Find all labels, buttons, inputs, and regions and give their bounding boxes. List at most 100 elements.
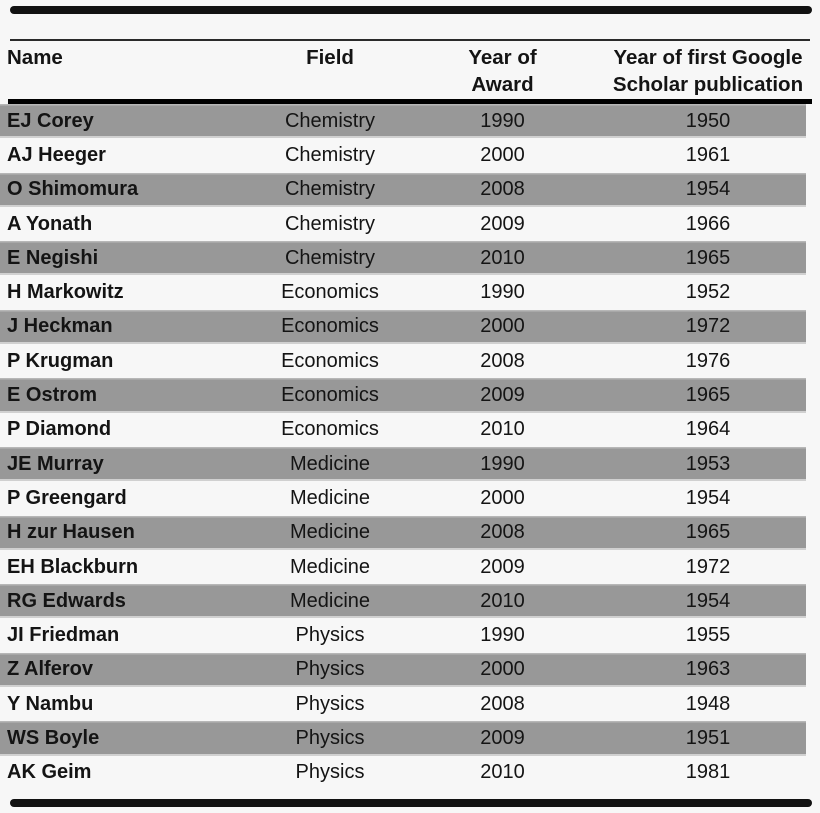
first-publication-year-cell: 1963 <box>685 658 731 681</box>
column-header-line: Name <box>7 46 63 69</box>
laureate-name-cell: Y Nambu <box>7 692 94 715</box>
table-row: E Negishi Chemistry 2010 1965 <box>0 241 806 276</box>
laureate-name-cell: JI Friedman <box>7 624 120 647</box>
table-row: P Krugman Economics 2008 1976 <box>0 344 806 378</box>
first-publication-year-cell: 1965 <box>685 246 731 269</box>
award-year-cell: 2008 <box>480 692 525 715</box>
field-cell: Physics <box>295 624 365 647</box>
laureate-name-cell: AJ Heeger <box>7 143 106 166</box>
laureate-name-cell: P Krugman <box>7 349 114 372</box>
award-year-cell: 1990 <box>480 452 525 475</box>
laureate-name-cell: O Shimomura <box>7 178 139 201</box>
table-top-border-bar <box>10 6 812 14</box>
laureate-name-cell: RG Edwards <box>7 589 126 612</box>
field-cell: Physics <box>295 692 365 715</box>
header-top-rule <box>10 39 810 41</box>
column-header-field: Field <box>240 44 420 98</box>
first-publication-year-cell: 1964 <box>685 418 731 441</box>
field-cell: Medicine <box>289 486 371 509</box>
laureate-name-cell: E Negishi <box>7 246 99 269</box>
first-publication-year-cell: 1976 <box>685 349 731 372</box>
field-cell: Medicine <box>289 452 371 475</box>
award-year-cell: 2010 <box>480 761 525 784</box>
laureate-name-cell: EJ Corey <box>7 109 94 132</box>
field-cell: Chemistry <box>284 178 375 201</box>
first-publication-year-cell: 1955 <box>685 624 731 647</box>
award-year-cell: 2009 <box>480 726 525 749</box>
laureate-name-cell: WS Boyle <box>7 726 100 749</box>
award-year-cell: 1990 <box>480 624 525 647</box>
award-year-cell: 1990 <box>480 281 525 304</box>
laureate-name-cell: EH Blackburn <box>7 555 139 578</box>
award-year-cell: 2008 <box>480 521 525 544</box>
first-publication-year-cell: 1948 <box>685 692 731 715</box>
laureate-name-cell: E Ostrom <box>7 384 98 407</box>
award-year-cell: 2008 <box>480 349 525 372</box>
field-cell: Medicine <box>289 555 371 578</box>
award-year-cell: 1990 <box>480 109 525 132</box>
field-cell: Economics <box>281 349 379 372</box>
table-body: EJ Corey Chemistry 1990 1950 AJ Heeger Chemis… <box>0 104 806 790</box>
award-year-cell: 2008 <box>480 178 525 201</box>
award-year-cell: 2009 <box>480 212 525 235</box>
laureate-name-cell: H Markowitz <box>7 281 124 304</box>
column-header-first-publication: Year of first Google Scholar publication <box>585 44 806 98</box>
table-row: H Markowitz Economics 1990 1952 <box>0 275 806 309</box>
table-row: O Shimomura Chemistry 2008 1954 <box>0 172 806 207</box>
laureate-name-cell: J Heckman <box>7 315 113 338</box>
field-cell: Economics <box>281 281 379 304</box>
field-cell: Medicine <box>289 521 371 544</box>
first-publication-year-cell: 1953 <box>685 452 731 475</box>
table-row: EH Blackburn Medicine 2009 1972 <box>0 550 806 584</box>
award-year-cell: 2000 <box>480 143 525 166</box>
column-header-year-of-award: Year of Award <box>420 44 585 98</box>
field-cell: Chemistry <box>284 143 375 166</box>
field-cell: Physics <box>295 658 365 681</box>
award-year-cell: 2010 <box>480 589 525 612</box>
award-year-cell: 2010 <box>480 246 525 269</box>
first-publication-year-cell: 1951 <box>685 726 731 749</box>
field-cell: Chemistry <box>284 212 375 235</box>
field-cell: Economics <box>281 315 379 338</box>
field-cell: Medicine <box>289 589 371 612</box>
table-row: A Yonath Chemistry 2009 1966 <box>0 207 806 241</box>
laureate-name-cell: AK Geim <box>7 761 92 784</box>
table-bottom-border-bar <box>10 799 812 807</box>
table-header-row: Name Field Year of Award Year of first Go… <box>0 44 806 98</box>
first-publication-year-cell: 1972 <box>685 555 731 578</box>
first-publication-year-cell: 1950 <box>685 109 731 132</box>
table-row: AJ Heeger Chemistry 2000 1961 <box>0 138 806 172</box>
first-publication-year-cell: 1965 <box>685 384 731 407</box>
table-row: AK Geim Physics 2010 1981 <box>0 756 806 790</box>
first-publication-year-cell: 1954 <box>685 178 731 201</box>
award-year-cell: 2000 <box>480 658 525 681</box>
laureate-name-cell: H zur Hausen <box>7 521 135 544</box>
first-publication-year-cell: 1966 <box>685 212 731 235</box>
first-publication-year-cell: 1981 <box>685 761 731 784</box>
column-header-line: Year of first Google <box>613 46 803 69</box>
laureate-name-cell: P Diamond <box>7 418 112 441</box>
award-year-cell: 2010 <box>480 418 525 441</box>
column-header-line: Field <box>306 46 354 69</box>
first-publication-year-cell: 1972 <box>685 315 731 338</box>
column-header-name: Name <box>0 44 240 98</box>
field-cell: Physics <box>295 726 365 749</box>
table-row: RG Edwards Medicine 2010 1954 <box>0 584 806 619</box>
first-publication-year-cell: 1961 <box>685 143 731 166</box>
award-year-cell: 2009 <box>480 555 525 578</box>
award-year-cell: 2000 <box>480 486 525 509</box>
field-cell: Chemistry <box>284 109 375 132</box>
table-row: E Ostrom Economics 2009 1965 <box>0 378 806 413</box>
field-cell: Chemistry <box>284 246 375 269</box>
first-publication-year-cell: 1954 <box>685 486 731 509</box>
laureate-name-cell: JE Murray <box>7 452 104 475</box>
column-header-line: Award <box>471 73 534 96</box>
column-header-line: Scholar publication <box>612 73 804 96</box>
table-row: JE Murray Medicine 1990 1953 <box>0 446 806 482</box>
first-publication-year-cell: 1952 <box>685 281 731 304</box>
laureate-name-cell: P Greengard <box>7 486 127 509</box>
award-year-cell: 2009 <box>480 384 525 407</box>
table-row: P Greengard Medicine 2000 1954 <box>0 481 806 515</box>
table-row: JI Friedman Physics 1990 1955 <box>0 618 806 652</box>
column-header-line: Year of <box>468 46 537 69</box>
